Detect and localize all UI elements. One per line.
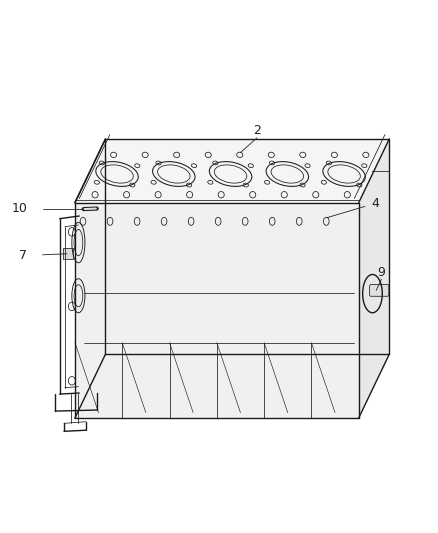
FancyBboxPatch shape xyxy=(370,285,389,296)
Polygon shape xyxy=(359,139,389,418)
Text: 10: 10 xyxy=(12,201,28,214)
Polygon shape xyxy=(75,203,359,418)
Text: 7: 7 xyxy=(19,249,27,262)
Text: 4: 4 xyxy=(371,197,379,211)
Polygon shape xyxy=(75,139,389,203)
FancyBboxPatch shape xyxy=(63,248,73,259)
Text: 9: 9 xyxy=(378,266,385,279)
Text: 2: 2 xyxy=(253,124,261,138)
